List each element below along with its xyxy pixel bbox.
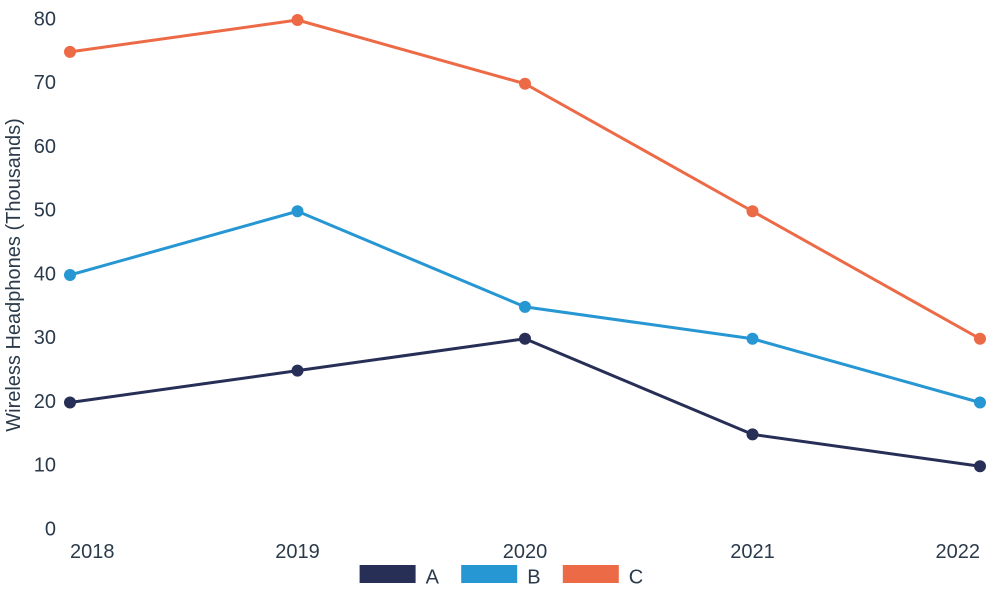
legend-swatch-B	[461, 565, 517, 583]
series-point-C	[64, 46, 76, 58]
series-point-A	[64, 397, 76, 409]
series-point-A	[974, 460, 986, 472]
y-tick-label: 20	[34, 391, 56, 413]
y-tick-label: 30	[34, 327, 56, 349]
y-tick-label: 50	[34, 200, 56, 222]
series-point-C	[747, 205, 759, 217]
legend-label-B: B	[527, 566, 540, 588]
x-tick-label: 2020	[503, 541, 548, 563]
legend-label-C: C	[629, 566, 643, 588]
legend-label-A: A	[426, 566, 440, 588]
series-point-B	[747, 333, 759, 345]
series-point-B	[64, 269, 76, 281]
series-point-A	[292, 365, 304, 377]
y-tick-label: 10	[34, 455, 56, 477]
y-axis-label: Wireless Headphones (Thousands)	[3, 118, 25, 432]
x-tick-label: 2021	[730, 541, 775, 563]
y-tick-label: 40	[34, 263, 56, 285]
series-point-C	[519, 78, 531, 90]
y-tick-label: 60	[34, 136, 56, 158]
series-point-B	[974, 397, 986, 409]
x-tick-label: 2022	[936, 541, 981, 563]
x-tick-label: 2019	[275, 541, 320, 563]
legend-swatch-C	[563, 565, 619, 583]
line-chart: 0 10 20 30 40 50 60 70 80 Wireless Headphones (Th…	[0, 0, 1000, 600]
series-point-A	[519, 333, 531, 345]
x-tick-label: 2018	[70, 541, 115, 563]
legend-swatch-A	[360, 565, 416, 583]
series-point-B	[292, 205, 304, 217]
series-point-C	[974, 333, 986, 345]
y-tick-label: 80	[34, 8, 56, 30]
chart-svg: 0 10 20 30 40 50 60 70 80 Wireless Headphones (Th…	[0, 0, 1000, 600]
series-point-C	[292, 14, 304, 26]
y-tick-label: 0	[45, 518, 56, 540]
series-line-A	[70, 339, 980, 467]
y-tick-label: 70	[34, 72, 56, 94]
series-point-A	[747, 428, 759, 440]
series-point-B	[519, 301, 531, 313]
series-line-C	[70, 20, 980, 339]
